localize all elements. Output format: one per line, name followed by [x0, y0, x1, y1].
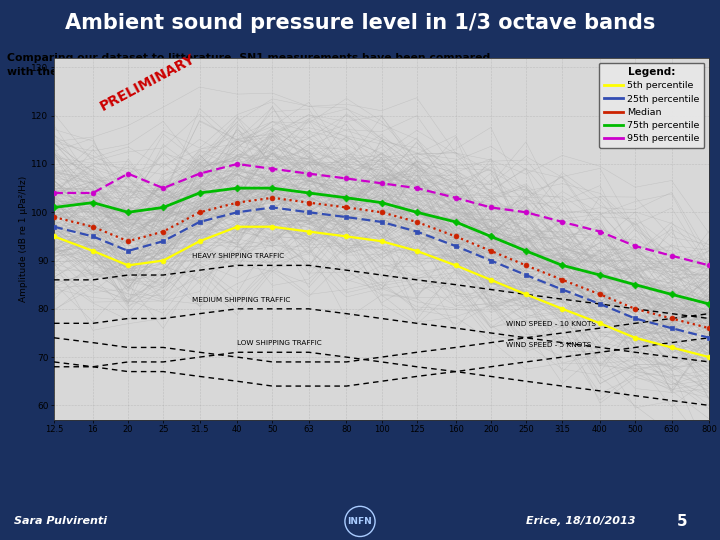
Text: Comparing our dataset to litterature, SN1 measurements have been compared
with t: Comparing our dataset to litterature, SN… [7, 53, 490, 77]
Text: WIND SPEED - 5 KNOTS: WIND SPEED - 5 KNOTS [506, 342, 591, 348]
Legend: 5th percentile, 25th percentile, Median, 75th percentile, 95th percentile: 5th percentile, 25th percentile, Median,… [599, 63, 704, 148]
Text: 5: 5 [677, 514, 688, 529]
Text: MEDIUM SHIPPING TRAFFIC: MEDIUM SHIPPING TRAFFIC [192, 296, 290, 302]
Text: (Knudsen et al., 1948; Wenz, 1962; reviewed in. Urik, 1983): (Knudsen et al., 1948; Wenz, 1962; revie… [213, 117, 507, 127]
Text: HEAVY SHIPPING TRAFFIC: HEAVY SHIPPING TRAFFIC [192, 253, 284, 259]
Text: WIND SPEED - 10 KNOTS: WIND SPEED - 10 KNOTS [506, 321, 596, 327]
Text: INFN: INFN [348, 517, 372, 526]
Text: Ambient sound pressure level in 1/3 octave bands: Ambient sound pressure level in 1/3 octa… [65, 13, 655, 33]
Text: Erice, 18/10/2013: Erice, 18/10/2013 [526, 516, 635, 526]
Y-axis label: Amplitude (dB re 1 μPa²/Hz): Amplitude (dB re 1 μPa²/Hz) [19, 176, 28, 302]
Text: Sara Pulvirenti: Sara Pulvirenti [14, 516, 107, 526]
Text: LOW SHIPPING TRAFFIC: LOW SHIPPING TRAFFIC [238, 340, 322, 346]
Text: PRELIMINARY: PRELIMINARY [98, 52, 198, 114]
